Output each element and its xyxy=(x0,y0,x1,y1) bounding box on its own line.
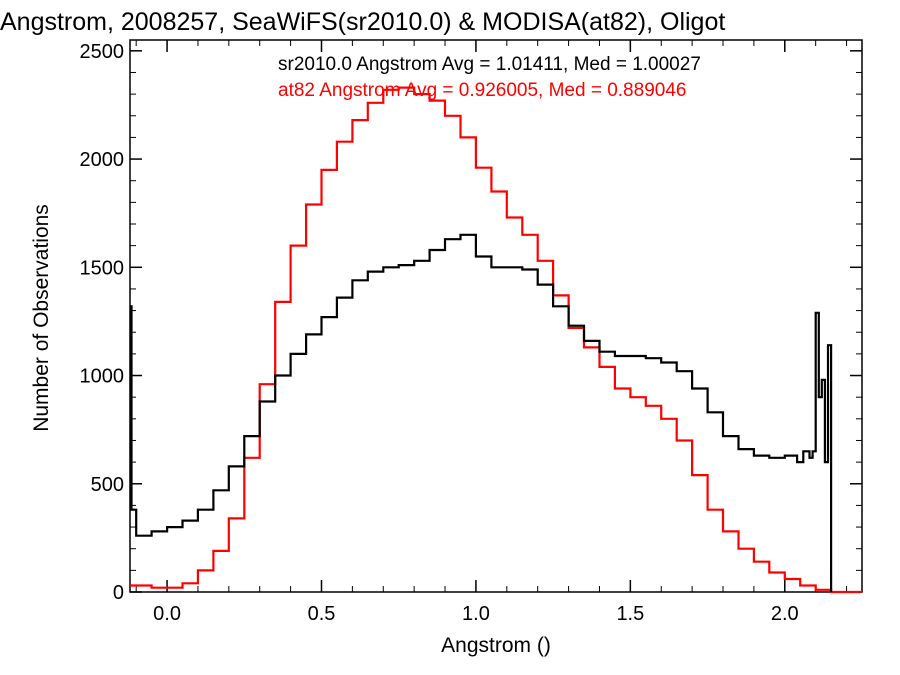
plot-frame xyxy=(129,39,863,593)
legend-entry-at82: at82 Angstrom Avg = 0.926005, Med = 0.88… xyxy=(278,80,686,101)
y-tick-label: 2000 xyxy=(80,149,125,171)
x-tick-label: 2.0 xyxy=(771,603,799,625)
y-tick-label: 0 xyxy=(113,582,124,604)
series-line-sr20100 xyxy=(130,233,833,592)
y-tick-label: 500 xyxy=(91,474,124,496)
series-layer xyxy=(130,86,862,594)
y-tick-label: 1500 xyxy=(80,257,125,279)
x-axis: 0.0 0.5 1.0 1.5 2.0 xyxy=(135,40,848,625)
y-tick-label: 2500 xyxy=(80,41,125,63)
x-tick-label: 0.0 xyxy=(153,603,181,625)
x-axis-label: Angstrom () xyxy=(441,634,551,657)
series-line-at82 xyxy=(130,86,862,594)
chart-title: Angstrom, 2008257, SeaWiFS(sr2010.0) & M… xyxy=(0,8,725,36)
x-tick-label: 0.5 xyxy=(308,603,336,625)
y-tick-label: 1000 xyxy=(80,366,125,388)
legend-entry-sr2010: sr2010.0 Angstrom Avg = 1.01411, Med = 1… xyxy=(278,54,701,75)
y-axis-label: Number of Observations xyxy=(30,204,53,432)
x-tick-label: 1.5 xyxy=(616,603,644,625)
y-axis: 0 500 1000 1500 2000 2500 xyxy=(80,41,862,604)
x-tick-label: 1.0 xyxy=(462,603,490,625)
